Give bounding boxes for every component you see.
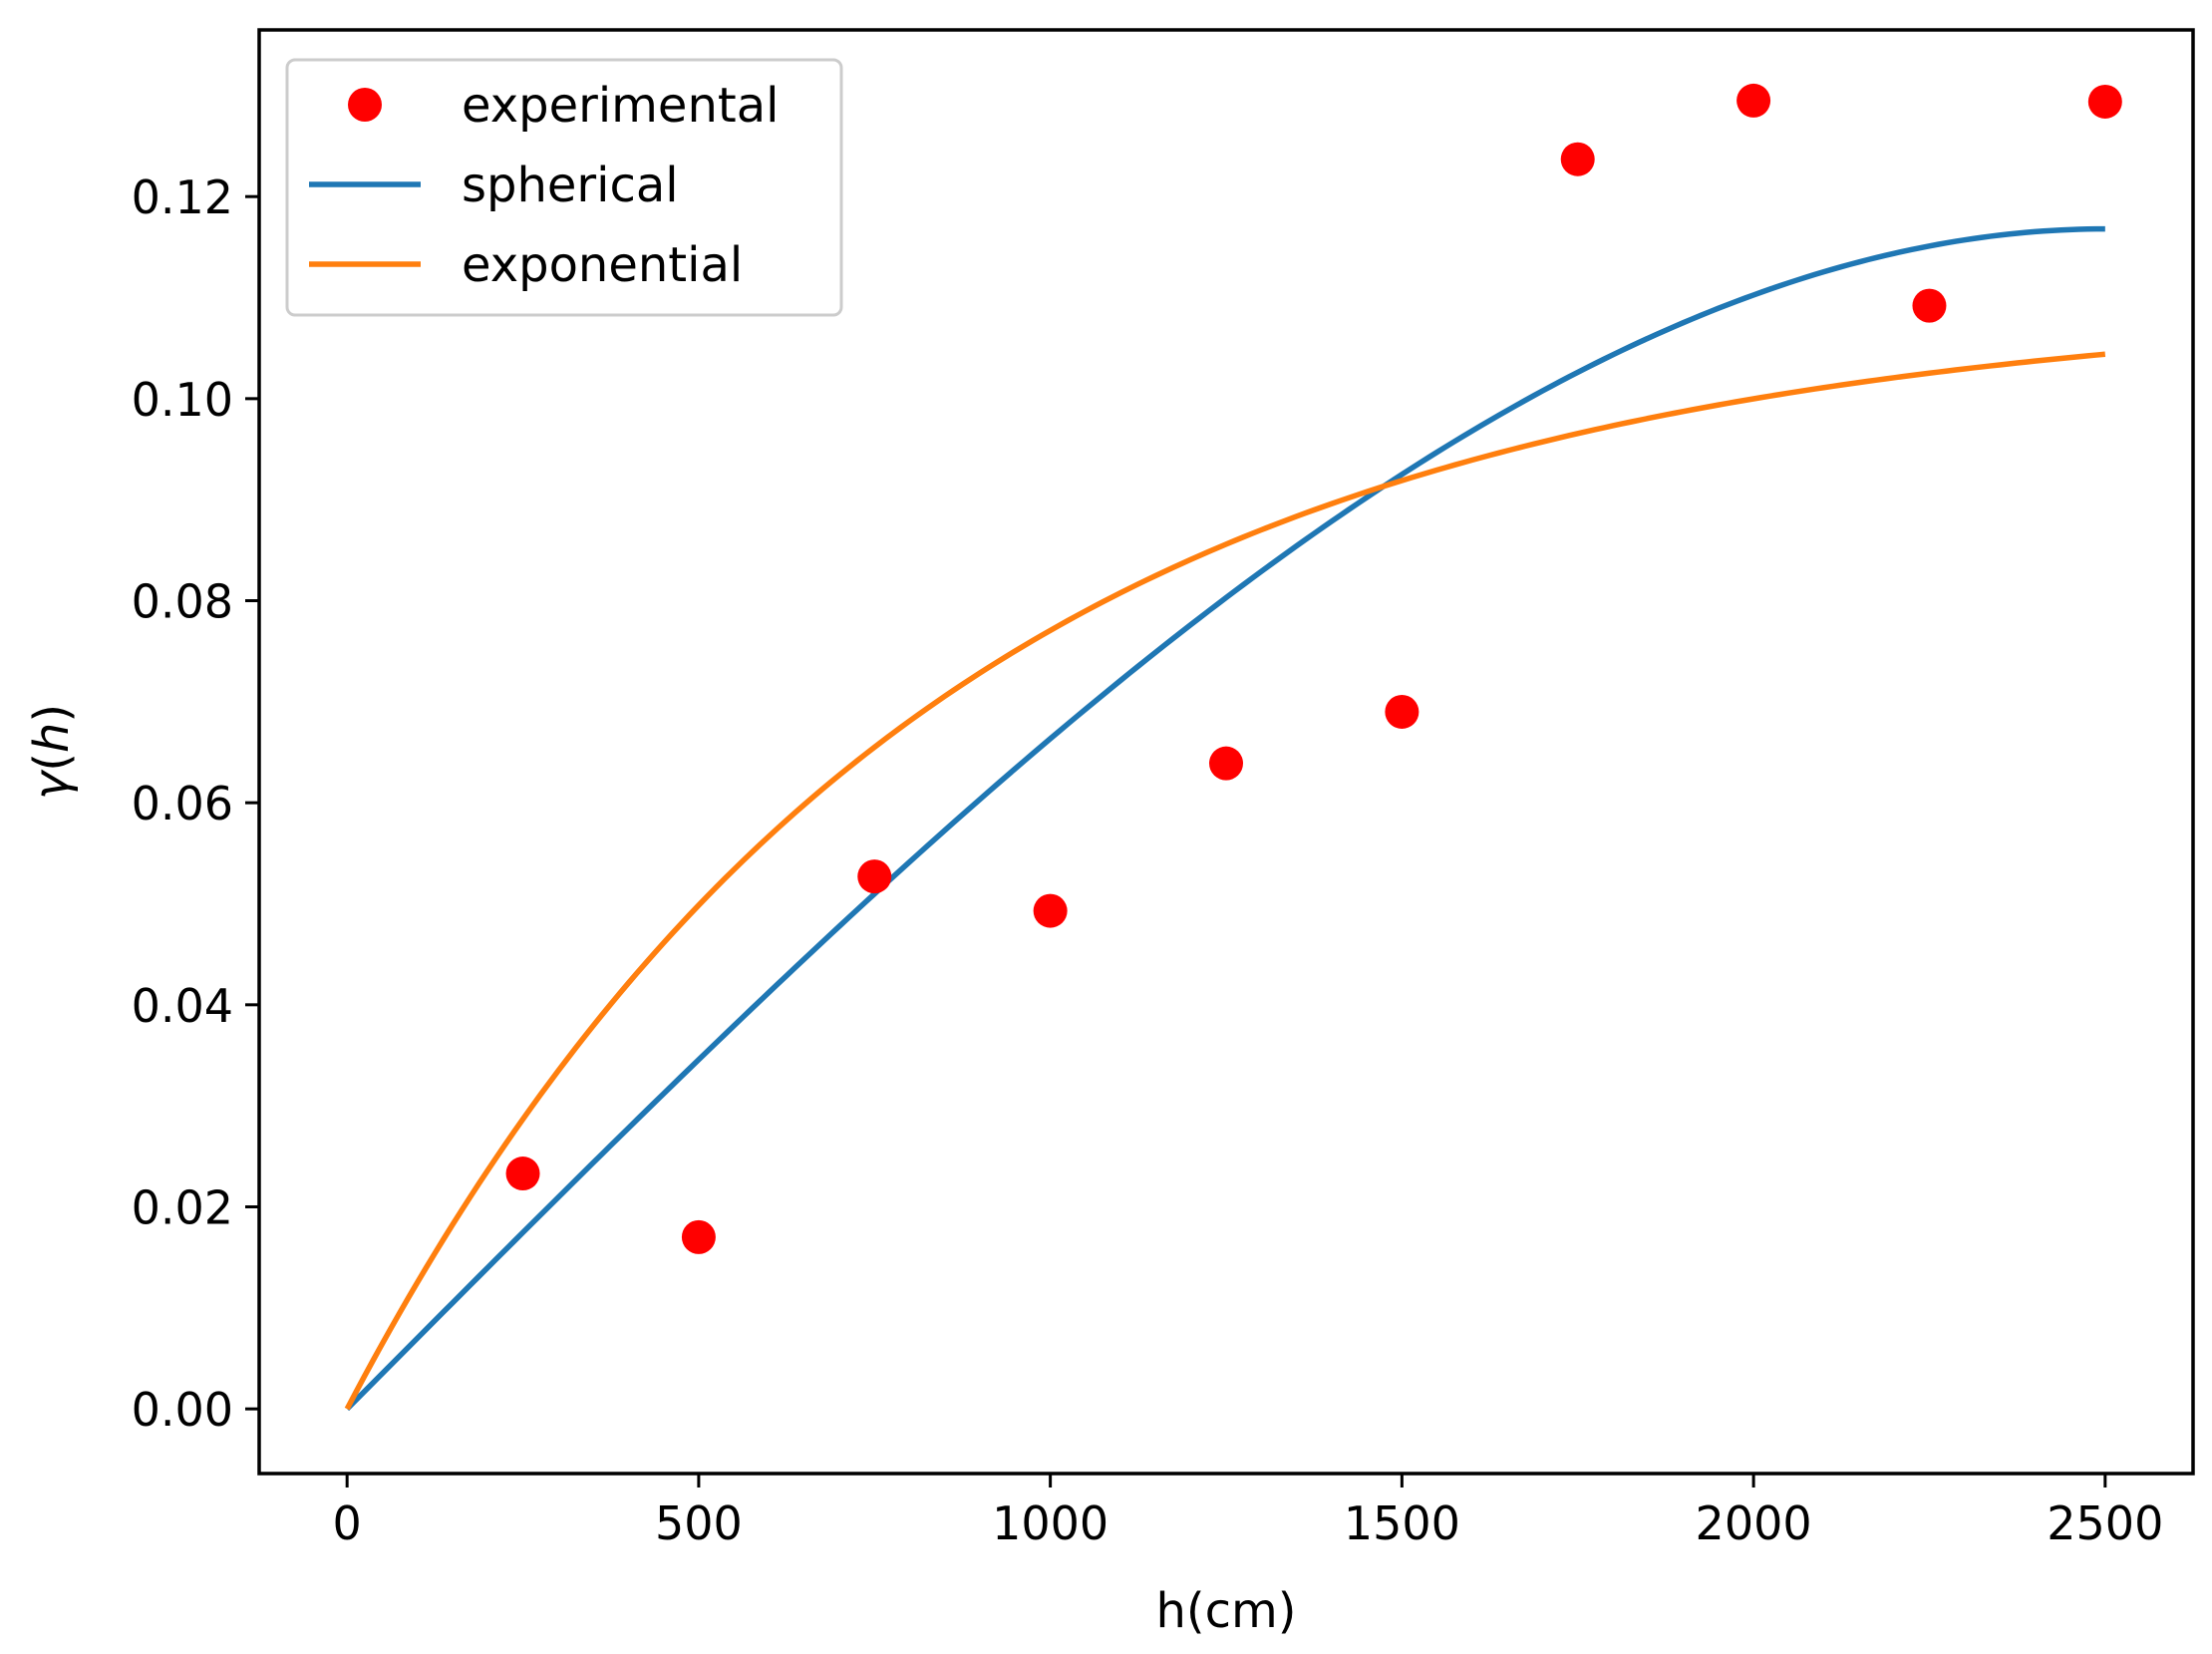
exponential-legend-label: exponential (462, 237, 743, 293)
x-tick-label: 1000 (992, 1496, 1108, 1550)
x-axis-label: h(cm) (1155, 1583, 1296, 1639)
x-tick-label: 2000 (1696, 1496, 1812, 1550)
exponential-line (344, 351, 2106, 1411)
y-tick-label: 0.08 (132, 575, 233, 629)
axes-layer: 0 500 1000 1500 2000 2500 0.00 0.02 0.04 0.06 0.08… (132, 28, 2195, 1550)
spherical-legend-label: spherical (462, 158, 679, 213)
experimental-point (1912, 288, 1947, 323)
experimental-point (1560, 142, 1595, 176)
x-tick-label: 0 (333, 1496, 362, 1550)
y-axis-symbol: γ (24, 769, 80, 800)
experimental-point (505, 1157, 540, 1191)
x-tick-label: 2500 (2047, 1496, 2163, 1550)
y-tick-label: 0.06 (132, 777, 233, 830)
y-axis-paren-open: ( (24, 753, 80, 772)
experimental-point (1209, 746, 1243, 781)
experimental-point (2087, 84, 2122, 119)
legend: experimental spherical exponential (285, 58, 843, 317)
y-tick-label: 0.00 (132, 1383, 233, 1437)
x-tick-label: 500 (655, 1496, 743, 1550)
experimental-point (1033, 893, 1068, 928)
y-tick-label: 0.10 (132, 373, 233, 427)
y-tick-label: 0.04 (132, 979, 233, 1033)
experimental-point (681, 1219, 716, 1254)
experimental-legend-marker (348, 88, 382, 122)
legend-box (285, 58, 843, 317)
y-tick-label: 0.12 (132, 170, 233, 224)
spherical-line (345, 225, 2105, 1412)
experimental-point (857, 859, 892, 894)
y-tick-label: 0.02 (132, 1180, 233, 1234)
experimental-point (1737, 83, 1771, 118)
experimental-legend-label: experimental (462, 78, 779, 134)
y-axis-variable: h (24, 723, 80, 753)
plot-frame (257, 28, 2195, 1476)
y-axis-paren-close: ) (24, 704, 80, 723)
x-tick-label: 1500 (1344, 1496, 1460, 1550)
experimental-point (1385, 694, 1420, 729)
y-axis-label: γ(h) (24, 704, 80, 800)
series-layer (344, 83, 2122, 1412)
